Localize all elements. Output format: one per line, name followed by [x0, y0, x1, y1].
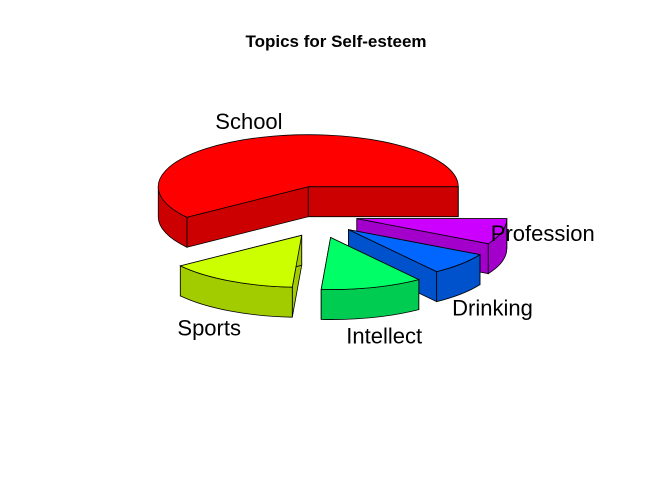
pie-slice-sports	[179, 234, 303, 318]
slice-top	[320, 236, 420, 290]
slice-top	[348, 229, 482, 273]
slice-top	[157, 134, 459, 218]
slice-top	[179, 234, 303, 288]
chart-title: Topics for Self-esteem	[245, 32, 426, 51]
pie-slices	[157, 134, 508, 320]
slice-label-profession: Profession	[491, 221, 595, 246]
slice-labels: School Sports Intellect Drinking Profession	[177, 109, 594, 348]
slice-top	[356, 218, 508, 245]
pie-slice-intellect	[320, 236, 420, 320]
slice-label-school: School	[215, 109, 282, 134]
slice-wall	[307, 186, 459, 218]
slice-label-drinking: Drinking	[452, 295, 533, 320]
slice-label-intellect: Intellect	[346, 323, 422, 348]
slice-label-sports: Sports	[177, 315, 241, 340]
pie-slice-school	[157, 134, 459, 248]
